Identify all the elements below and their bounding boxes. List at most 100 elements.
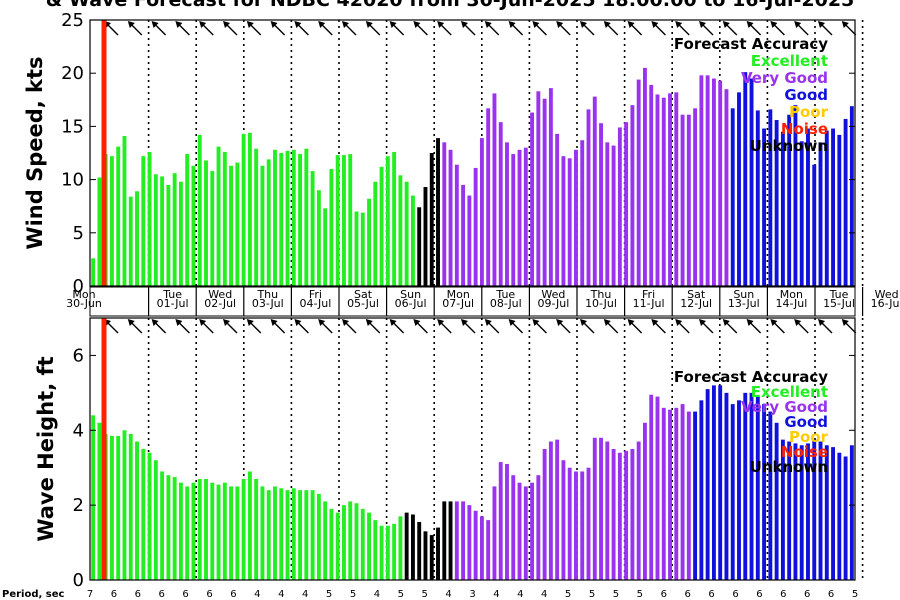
wave-bar xyxy=(185,486,190,580)
wave-direction-arrow xyxy=(413,319,428,334)
wave-bar xyxy=(586,467,591,580)
wind-direction-arrow xyxy=(841,21,857,36)
wave-direction-arrow xyxy=(318,319,333,334)
wave-direction-arrow xyxy=(484,319,500,334)
wind-bar xyxy=(241,133,246,286)
day-label-date: 02-Jul xyxy=(204,297,236,310)
wind-bar xyxy=(592,96,597,286)
period-axis-label: Period, sec xyxy=(2,589,65,600)
day-strip-frame xyxy=(89,286,856,317)
wave-bar xyxy=(191,482,196,580)
wind-bar xyxy=(486,108,491,286)
wind-bar xyxy=(197,134,202,286)
day-label-date: 08-Jul xyxy=(490,297,522,310)
period-value: 4 xyxy=(254,589,260,600)
wave-bar xyxy=(172,477,177,580)
wave-bar xyxy=(329,508,334,580)
wave-bar xyxy=(367,512,371,580)
wave-bar xyxy=(116,435,121,580)
wind-direction-arrows xyxy=(104,21,857,36)
wind-bar xyxy=(141,156,146,286)
wind-direction-arrow xyxy=(603,21,619,36)
wind-bar xyxy=(128,196,133,286)
wave-bar xyxy=(273,486,277,580)
wind-bar xyxy=(379,166,384,286)
wind-bar xyxy=(812,164,817,286)
wind-bar xyxy=(743,72,748,286)
wave-bar xyxy=(567,467,572,580)
wind-direction-arrow xyxy=(175,21,190,36)
wind-bar xyxy=(611,145,616,286)
day-label-dow: Tue xyxy=(162,288,182,301)
wind-bar xyxy=(392,151,397,286)
wind-bar xyxy=(542,98,547,287)
day-label-date: 13-Jul xyxy=(728,297,760,310)
wind-bar xyxy=(429,153,434,286)
wind-bar xyxy=(461,184,466,286)
wind-bar xyxy=(793,105,798,287)
wind-bar xyxy=(730,108,735,286)
wind-bar xyxy=(655,94,660,286)
wind-bar xyxy=(367,198,371,286)
wind-y-tick-label: 20 xyxy=(61,63,84,84)
wind-bar xyxy=(762,128,767,286)
wind-direction-arrow xyxy=(413,21,428,36)
wave-bar xyxy=(310,490,315,580)
wind-direction-arrow xyxy=(484,21,500,36)
wind-bar xyxy=(385,156,390,286)
wind-direction-arrow xyxy=(318,21,333,36)
wave-bar xyxy=(599,437,603,580)
wind-bar xyxy=(806,128,810,286)
wave-bar xyxy=(705,389,710,580)
wind-direction-arrow xyxy=(651,21,666,36)
wave-bar xyxy=(574,471,578,580)
wind-bar xyxy=(410,195,415,286)
wave-bar xyxy=(837,452,842,580)
wave-bar xyxy=(768,411,773,580)
wind-bar xyxy=(686,114,691,286)
wind-bar xyxy=(91,258,96,286)
wind-bar xyxy=(304,148,309,286)
wind-bar xyxy=(116,146,121,286)
wave-bar xyxy=(392,523,397,580)
wave-bar xyxy=(461,501,466,580)
wave-bar xyxy=(204,478,208,580)
period-value: 5 xyxy=(589,589,595,600)
wind-bar xyxy=(505,142,509,286)
wind-bar xyxy=(354,211,359,286)
wave-bar xyxy=(241,478,246,580)
wave-bar xyxy=(454,501,459,580)
wind-legend-excellent: Excellent xyxy=(751,52,828,70)
period-value: 5 xyxy=(852,589,858,600)
period-value: 6 xyxy=(206,589,212,600)
wave-direction-arrow xyxy=(508,319,524,334)
wind-bar xyxy=(642,67,647,286)
day-label-dow: Mon xyxy=(780,288,803,301)
wave-bar xyxy=(197,478,202,580)
wind-bar xyxy=(178,181,183,286)
wind-direction-arrow xyxy=(389,21,405,36)
wave-bar xyxy=(762,404,767,580)
wave-bar xyxy=(505,463,509,580)
period-value: 4 xyxy=(278,589,284,600)
wind-bar xyxy=(498,122,503,286)
period-value: 6 xyxy=(708,589,714,600)
wind-y-axis-label: Wind Speed, kts xyxy=(23,56,47,249)
day-label-date: 03-Jul xyxy=(252,297,284,310)
wave-direction-arrow xyxy=(365,319,381,334)
wave-bar xyxy=(410,514,415,580)
wind-bar xyxy=(335,155,340,286)
wind-bar xyxy=(523,147,528,286)
day-label-dow: Tue xyxy=(829,288,849,301)
wave-bar xyxy=(624,450,629,580)
wind-bar xyxy=(737,92,741,286)
wave-bar xyxy=(718,385,723,580)
wind-direction-arrow xyxy=(722,21,738,36)
wave-bar xyxy=(323,501,328,580)
wave-bar xyxy=(699,400,704,580)
